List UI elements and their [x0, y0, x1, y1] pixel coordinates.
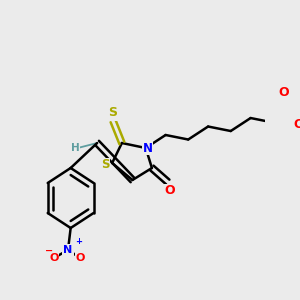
- Text: N: N: [63, 245, 73, 255]
- Text: +: +: [75, 237, 82, 246]
- Text: O: O: [76, 253, 85, 263]
- Text: H: H: [71, 143, 80, 153]
- Text: −: −: [45, 246, 53, 256]
- Text: S: S: [109, 106, 118, 119]
- Text: O: O: [164, 184, 175, 197]
- Text: N: N: [142, 142, 152, 154]
- Text: O: O: [278, 86, 289, 99]
- Text: S: S: [101, 158, 109, 172]
- Text: O: O: [49, 253, 58, 263]
- Text: O: O: [293, 118, 300, 131]
